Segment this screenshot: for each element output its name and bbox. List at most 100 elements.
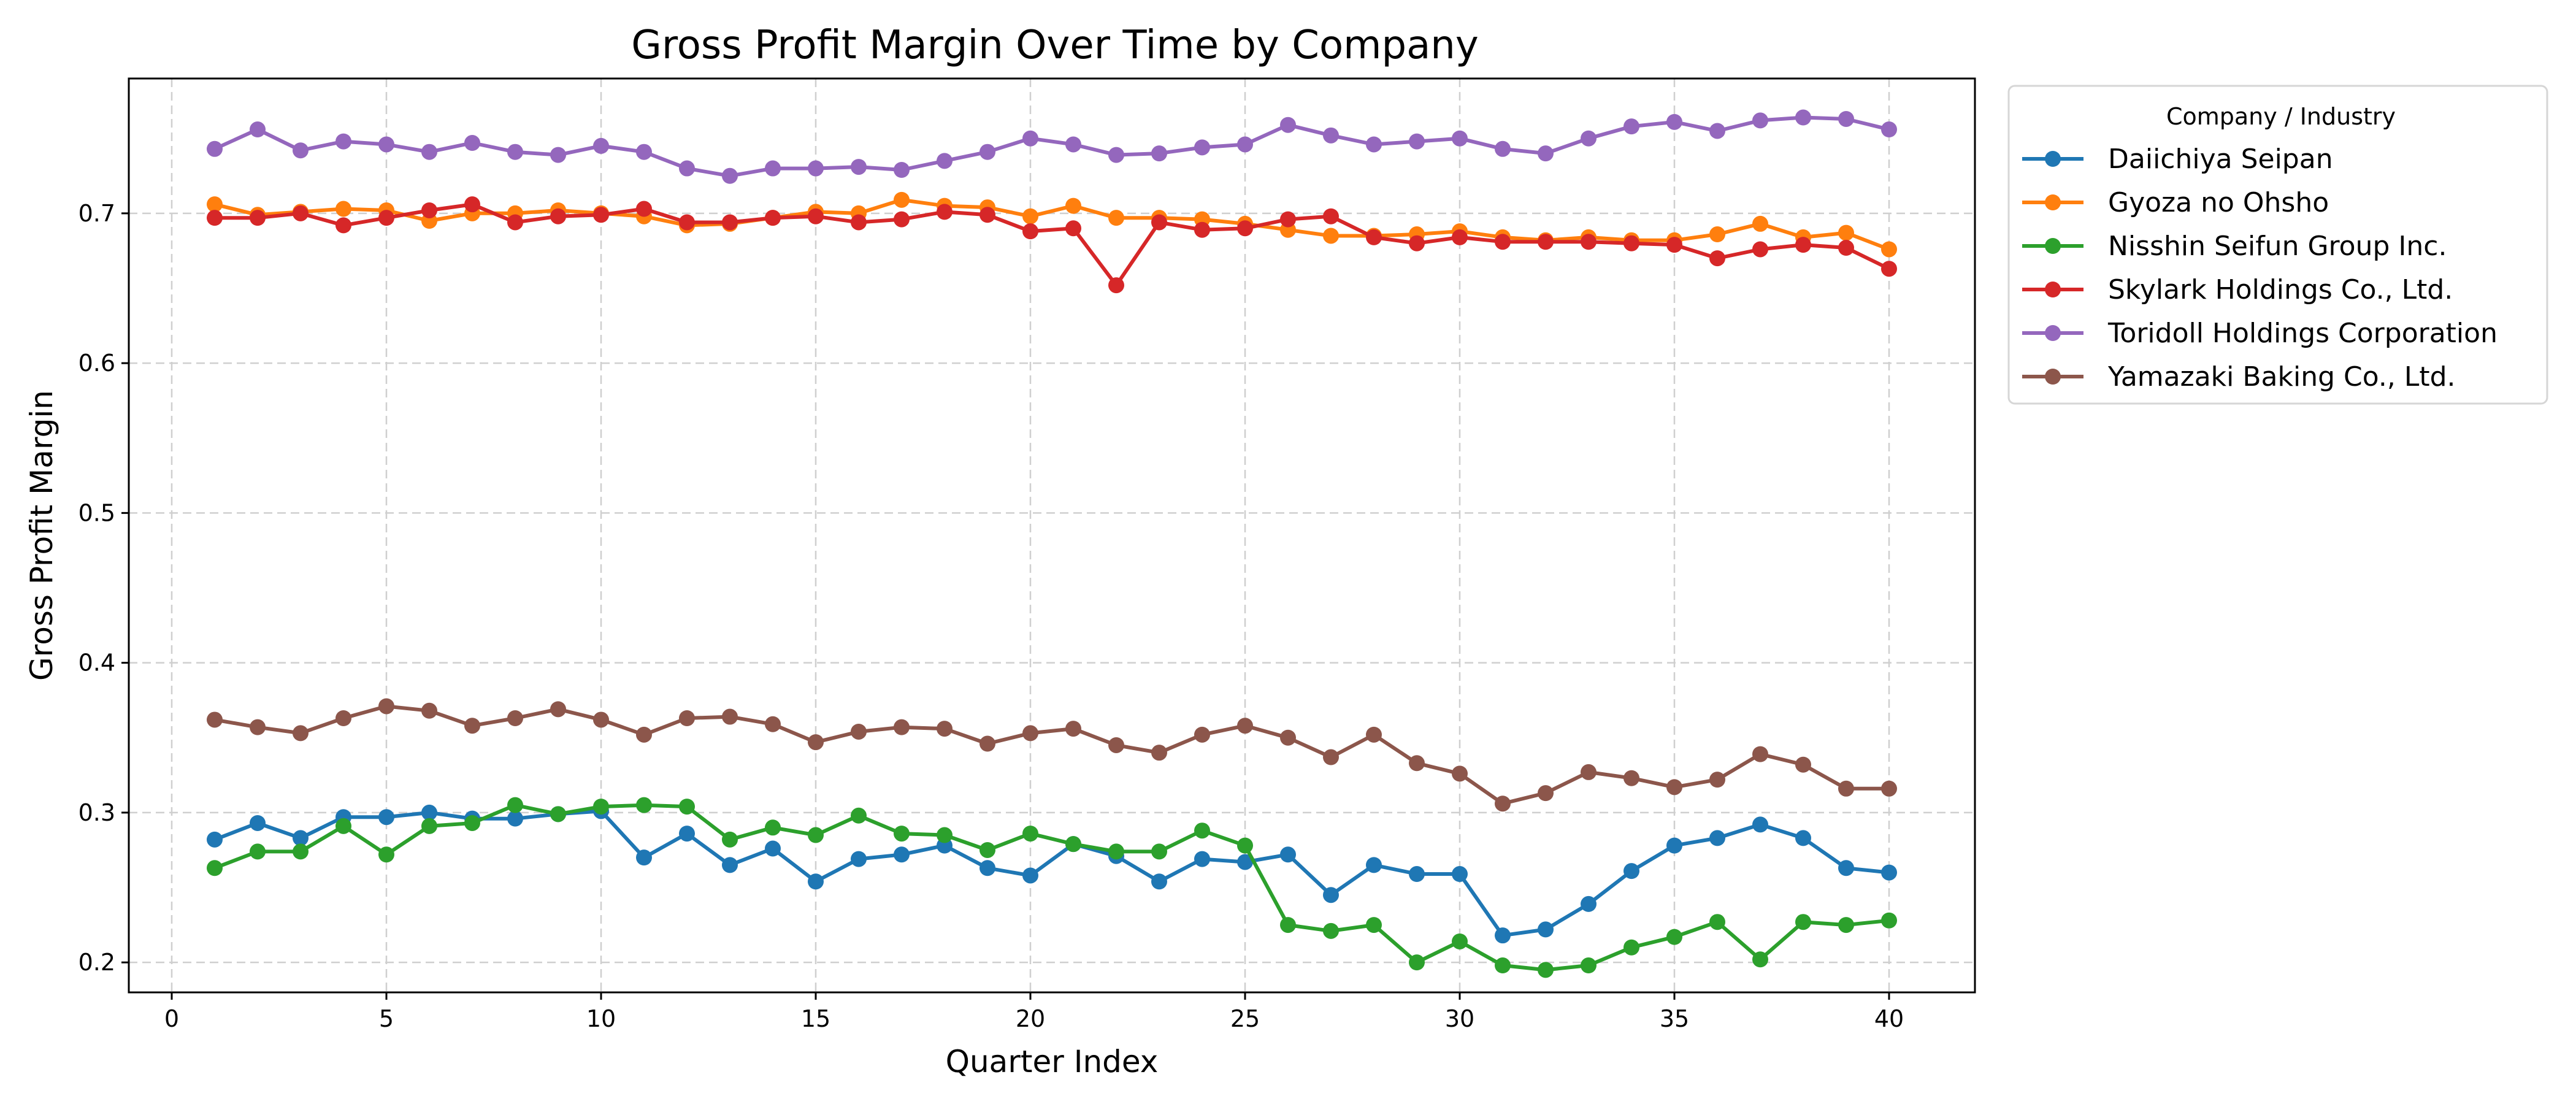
data-point — [1709, 772, 1725, 788]
series-line — [213, 704, 1891, 806]
data-point — [1666, 929, 1682, 945]
data-point — [1623, 770, 1639, 786]
x-axis-ticks: 0 5 10 15 20 25 30 35 40 — [164, 992, 1904, 1032]
x-tick-label: 10 — [586, 1005, 616, 1032]
legend-label: Nisshin Seifun Group Inc. — [2108, 231, 2447, 262]
data-point — [1666, 779, 1682, 795]
legend-item: Yamazaki Baking Co., Ltd. — [2022, 361, 2456, 393]
data-point — [550, 208, 566, 224]
data-point — [851, 851, 867, 867]
data-point — [593, 799, 609, 815]
data-point — [1666, 837, 1682, 854]
data-point — [937, 827, 953, 843]
data-point — [293, 205, 309, 221]
data-point — [507, 797, 523, 813]
y-tick-label: 0.6 — [79, 350, 115, 377]
data-point — [1237, 718, 1253, 734]
data-point — [894, 211, 910, 228]
data-point — [1323, 228, 1339, 244]
data-point — [550, 147, 566, 163]
y-axis-ticks: 0.2 0.3 0.4 0.5 0.6 0.7 — [79, 200, 129, 976]
data-point — [335, 133, 351, 150]
data-point — [636, 726, 652, 743]
data-point — [1022, 130, 1038, 147]
data-point — [722, 214, 738, 231]
x-tick-label: 30 — [1445, 1005, 1474, 1032]
data-point — [421, 202, 437, 218]
data-point — [1323, 127, 1339, 144]
data-point — [1237, 220, 1253, 237]
data-point — [464, 196, 480, 213]
data-point — [207, 831, 223, 848]
data-point — [335, 818, 351, 834]
data-point — [378, 136, 394, 153]
data-point — [679, 799, 695, 815]
data-point — [1194, 221, 1210, 238]
x-tick-label: 35 — [1660, 1005, 1689, 1032]
legend-label: Yamazaki Baking Co., Ltd. — [2107, 361, 2456, 393]
data-point — [250, 843, 266, 860]
data-point — [937, 204, 953, 220]
data-point — [1752, 112, 1768, 129]
data-point — [207, 711, 223, 728]
series-4 — [207, 196, 1897, 294]
legend-label: Gyoza no Ohsho — [2108, 187, 2329, 218]
data-point — [464, 815, 480, 831]
data-point — [1194, 726, 1210, 743]
data-point — [1022, 826, 1038, 842]
data-point — [679, 214, 695, 231]
series-2 — [207, 191, 1897, 258]
data-point — [1838, 240, 1854, 256]
series-3 — [207, 797, 1897, 978]
data-point — [1838, 780, 1854, 797]
data-point — [1108, 843, 1124, 860]
data-point — [894, 191, 910, 208]
data-point — [808, 160, 824, 177]
y-tick-label: 0.2 — [79, 949, 115, 976]
data-point — [808, 734, 824, 751]
data-point — [851, 159, 867, 175]
data-point — [1709, 830, 1725, 846]
legend-item: Daiichiya Seipan — [2022, 144, 2333, 175]
data-point — [1108, 737, 1124, 753]
data-point — [722, 831, 738, 848]
data-point — [979, 860, 995, 876]
data-point — [1022, 725, 1038, 742]
legend-label: Daiichiya Seipan — [2108, 144, 2333, 175]
data-point — [765, 160, 781, 177]
x-tick-label: 25 — [1230, 1005, 1260, 1032]
data-point — [293, 142, 309, 159]
data-point — [1452, 933, 1468, 949]
legend-swatch-marker — [2045, 151, 2061, 167]
data-point — [507, 710, 523, 726]
data-point — [1108, 277, 1124, 294]
data-point — [1709, 250, 1725, 267]
data-point — [1581, 957, 1597, 974]
data-point — [207, 196, 223, 213]
data-point — [1065, 220, 1081, 237]
data-point — [1538, 785, 1554, 802]
series-5 — [207, 109, 1897, 184]
data-point — [765, 210, 781, 226]
data-point — [1581, 130, 1597, 147]
data-point — [550, 806, 566, 822]
y-axis-label: Gross Profit Margin — [24, 390, 59, 681]
data-point — [1151, 145, 1167, 162]
data-point — [1709, 226, 1725, 243]
data-point — [1065, 136, 1081, 153]
data-point — [636, 144, 652, 160]
data-point — [1495, 927, 1511, 944]
data-point — [679, 710, 695, 726]
data-point — [1795, 109, 1811, 126]
data-point — [1752, 215, 1768, 232]
data-point — [464, 135, 480, 151]
data-point — [1666, 113, 1682, 130]
data-point — [1366, 726, 1382, 743]
data-point — [378, 210, 394, 226]
data-point — [1709, 914, 1725, 930]
x-tick-label: 5 — [379, 1005, 394, 1032]
data-point — [937, 721, 953, 737]
data-point — [250, 121, 266, 138]
x-axis-label: Quarter Index — [946, 1044, 1159, 1079]
x-tick-label: 0 — [164, 1005, 179, 1032]
